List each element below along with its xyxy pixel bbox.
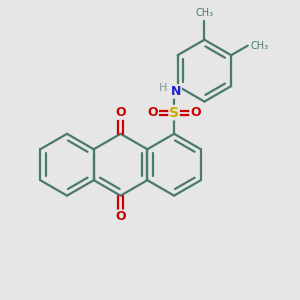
Text: H: H bbox=[159, 83, 167, 93]
Text: N: N bbox=[171, 85, 181, 98]
Text: CH₃: CH₃ bbox=[195, 8, 214, 18]
Text: CH₃: CH₃ bbox=[250, 40, 268, 51]
Text: O: O bbox=[148, 106, 158, 119]
Text: O: O bbox=[190, 106, 201, 119]
Text: S: S bbox=[169, 106, 179, 120]
Text: O: O bbox=[115, 210, 126, 223]
Text: O: O bbox=[115, 106, 126, 119]
